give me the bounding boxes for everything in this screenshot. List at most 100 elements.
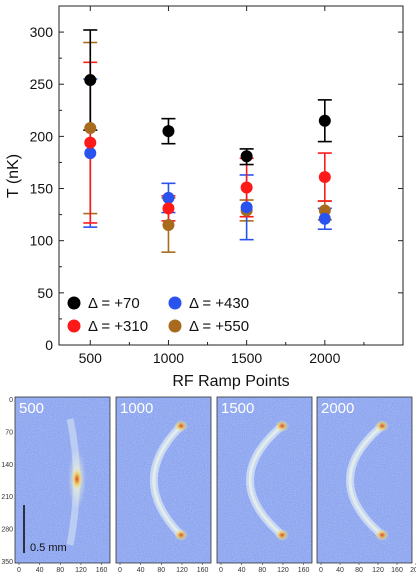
data-point — [318, 171, 331, 184]
cloud-core — [71, 467, 83, 491]
panel-noise — [116, 397, 211, 563]
image-panel: 1500 0 40 80 120 160 — [216, 396, 313, 573]
data-point — [162, 219, 175, 232]
x-tick-label: 1500 — [231, 350, 262, 366]
panel-y-tick-label: 350 — [1, 559, 13, 566]
panel-x-tick-label: 120 — [176, 567, 188, 573]
legend-marker — [67, 296, 81, 310]
y-axis: 0 50 100 150 200 250 300 — [30, 24, 403, 353]
y-tick-label: 0 — [45, 337, 53, 353]
scale-bar: 0.5 mm — [23, 505, 67, 554]
panel-label: 1500 — [221, 400, 254, 417]
data-point — [84, 122, 97, 135]
panel-x-tick-label: 120 — [372, 567, 384, 573]
panel-x-tick-label: 0 — [118, 567, 122, 573]
panel-x-tick-label: 40 — [137, 567, 145, 573]
y-axis-label: T (nK) — [5, 154, 22, 198]
panel-x-tick-label: 120 — [75, 567, 87, 573]
panel-noise — [15, 397, 110, 563]
panel-label: 500 — [19, 400, 44, 417]
panel-x-tick-label: 0 — [219, 567, 223, 573]
panel-frame — [216, 396, 313, 564]
legend-label: Δ = +430 — [189, 295, 249, 312]
panel-y-tick-label: 210 — [1, 494, 13, 501]
data-point — [318, 204, 331, 217]
y-tick-label: 100 — [30, 233, 54, 249]
panel-x-tick-label: 40 — [238, 567, 246, 573]
y-tick-label: 200 — [30, 128, 54, 144]
cloud-lobe-bottom — [174, 529, 188, 541]
panel-label: 1000 — [120, 400, 153, 417]
plot-frame — [58, 5, 404, 346]
x-tick-label: 500 — [79, 350, 103, 366]
y-tick-label: 150 — [30, 181, 54, 197]
panel-label: 2000 — [321, 400, 354, 417]
data-point — [240, 150, 253, 163]
cloud-arc-core — [348, 424, 383, 537]
y-tick-label: 250 — [30, 76, 54, 92]
legend-label: Δ = +310 — [88, 318, 148, 335]
panel-x-tick-label: 40 — [336, 567, 344, 573]
data-point — [240, 201, 253, 214]
legend-entry: Δ = +70 — [67, 295, 140, 312]
panel-x-tick-label: 0 — [319, 567, 323, 573]
panel-x-tick-label: 160 — [391, 567, 403, 573]
panel-y-tick-label: 140 — [1, 462, 13, 469]
data-point — [162, 191, 175, 204]
x-tick-label: 1000 — [153, 350, 184, 366]
cloud-lobe-top — [275, 420, 289, 432]
panel-x-tick-label: 80 — [56, 567, 64, 573]
panel-x-tick-label: 80 — [258, 567, 266, 573]
panel-frame — [115, 396, 212, 564]
temperature-plot: 0 50 100 150 200 250 300 500 1000 1500 2000 T (nK… — [5, 5, 404, 390]
image-panel: 2000 0 40 80 120 160 200 — [316, 396, 416, 573]
x-axis: 500 1000 1500 2000 — [79, 6, 365, 366]
cloud-lobe-bottom — [375, 529, 389, 541]
panel-x-tick-label: 80 — [157, 567, 165, 573]
panel-y-tick-label: 70 — [5, 429, 13, 436]
cloud-lobe-top — [174, 420, 188, 432]
cloud-arc-core — [248, 424, 283, 537]
panel-y-tick-label: 0 — [9, 397, 13, 404]
legend-entry: Δ = +550 — [168, 318, 249, 335]
legend-label: Δ = +550 — [189, 318, 249, 335]
y-tick-label: 50 — [37, 285, 53, 301]
panel-frame — [14, 396, 111, 564]
panel-x-tick-label: 160 — [298, 567, 310, 573]
panel-x-tick-label: 0 — [17, 567, 21, 573]
data-point — [318, 114, 331, 127]
legend-marker — [168, 319, 182, 333]
panel-y-tick-label: 280 — [1, 527, 13, 534]
x-axis-label: RF Ramp Points — [172, 373, 289, 390]
image-panel: 1000 0 40 80 120 160 — [115, 396, 212, 573]
data-point — [84, 147, 97, 160]
legend-label: Δ = +70 — [88, 295, 140, 312]
panel-x-tick-label: 120 — [277, 567, 289, 573]
cloud-lobe-bottom — [275, 529, 289, 541]
legend: Δ = +70 Δ = +430 Δ = +310 Δ = +550 — [67, 295, 249, 335]
cloud-lobe-top — [375, 420, 389, 432]
data-point — [84, 74, 97, 87]
legend-marker — [168, 296, 182, 310]
panel-noise — [217, 397, 312, 563]
data-marks — [83, 29, 332, 253]
panel-x-tick-label: 200 — [410, 567, 416, 573]
x-tick-label: 2000 — [309, 350, 340, 366]
legend-marker — [67, 319, 81, 333]
data-point — [318, 212, 331, 225]
y-tick-label: 300 — [30, 24, 54, 40]
panel-frame — [316, 396, 413, 564]
scale-bar-label: 0.5 mm — [30, 542, 67, 554]
panel-x-tick-label: 80 — [355, 567, 363, 573]
panel-x-tick-label: 160 — [197, 567, 209, 573]
absorption-images: 500 0 40 80 120 160 0 70 140 210 280 350 1000 0 40 80 12… — [1, 396, 416, 573]
data-point — [84, 136, 97, 149]
data-point — [162, 202, 175, 215]
image-panel: 500 0 40 80 120 160 0 70 140 210 280 350 — [1, 396, 111, 573]
cloud-arc-core — [152, 424, 183, 537]
panel-x-tick-label: 160 — [96, 567, 108, 573]
data-point — [240, 181, 253, 194]
data-point — [162, 125, 175, 138]
panel-x-tick-label: 40 — [36, 567, 44, 573]
